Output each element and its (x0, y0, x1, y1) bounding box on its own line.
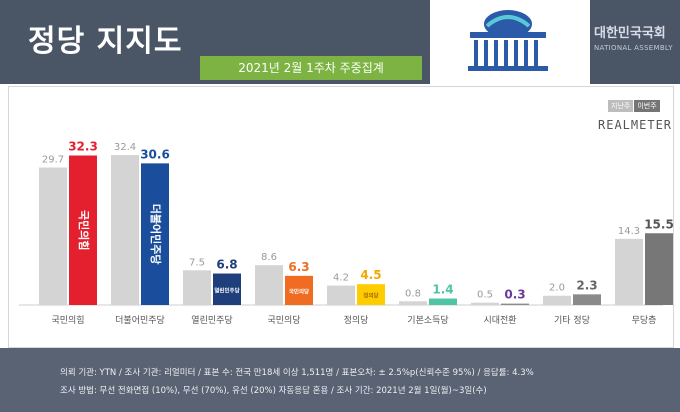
bar-previous-week (471, 302, 499, 305)
data-label-current-week: 2.3 (576, 278, 597, 292)
data-label-previous-week: 32.4 (114, 142, 136, 153)
assembly-building-icon (430, 0, 590, 84)
survey-info-line-1: 의뢰 기관: YTN / 조사 기관: 리얼미터 / 표본 수: 전국 만18세… (60, 368, 534, 378)
data-label-current-week: 4.5 (360, 268, 381, 282)
category-label: 시대전환 (483, 314, 516, 326)
category-label: 국민의당 (267, 315, 300, 326)
data-label-current-week: 32.3 (68, 139, 98, 153)
bar-current-week (357, 284, 385, 305)
category-label: 국민의힘 (51, 315, 84, 326)
data-label-previous-week: 0.5 (477, 290, 493, 301)
data-label-current-week: 0.3 (504, 288, 525, 302)
data-label-current-week: 6.8 (216, 258, 237, 272)
assembly-subtitle: NATIONAL ASSEMBLY (594, 44, 673, 52)
page-title: 정당 지지도 (28, 24, 183, 59)
data-label-previous-week: 14.3 (618, 226, 640, 237)
bar-current-week (645, 233, 673, 305)
category-label: 무당층 (632, 315, 657, 326)
survey-info-line-2: 조사 방법: 무선 전화면접 (10%), 무선 (70%), 유선 (20%)… (60, 386, 487, 396)
data-label-current-week: 15.5 (644, 217, 673, 231)
bar-previous-week (39, 167, 67, 305)
legend-previous-week: 지난주 (608, 100, 634, 112)
survey-period-badge: 2021년 2월 1주차 주중집계 (200, 56, 422, 80)
bar-previous-week (183, 270, 211, 305)
bar-current-week (573, 294, 601, 305)
national-assembly-logo (430, 0, 590, 84)
party-logo-text: 열린민주당 (214, 286, 239, 294)
chart-frame: 29.7 32.3 국민의힘 국민의힘 32.4 30.6 더불어민주당 더불어민주당 7.5 6… (8, 86, 674, 348)
header: 정당 지지도 2021년 2월 1주차 주중집계 대한민국국회 NATIONAL… (0, 0, 680, 84)
bar-current-week (429, 298, 457, 305)
realmeter-brand: REALMETER (598, 118, 673, 132)
data-label-current-week: 30.6 (140, 147, 170, 161)
data-label-current-week: 6.3 (288, 260, 309, 274)
data-label-previous-week: 7.5 (189, 257, 205, 268)
legend-current-week: 이번주 (634, 100, 660, 112)
bar-previous-week (327, 285, 355, 305)
bar-previous-week (111, 155, 139, 305)
bar-current-week (285, 275, 313, 305)
bar-previous-week (543, 295, 571, 305)
bar-current-week (141, 163, 169, 305)
legend: 지난주 이번주 (608, 100, 660, 112)
data-label-current-week: 1.4 (432, 283, 453, 297)
bar-previous-week (615, 238, 643, 305)
party-logo-text: 정의당 (363, 292, 378, 300)
category-label: 정의당 (344, 315, 369, 326)
party-logo-text: 국민의힘 (77, 210, 91, 250)
bar-previous-week (399, 301, 427, 305)
party-logo-text: 국민의당 (289, 287, 309, 295)
category-label: 기타 정당 (554, 315, 590, 326)
data-label-previous-week: 4.2 (333, 273, 349, 284)
bar-current-week (213, 273, 241, 305)
category-label: 열린민주당 (191, 315, 232, 326)
data-label-previous-week: 2.0 (549, 283, 565, 294)
category-label: 더불어민주당 (115, 315, 165, 326)
data-label-previous-week: 0.8 (405, 288, 421, 299)
party-logo-text: 더불어민주당 (149, 204, 163, 265)
bar-current-week (501, 303, 529, 305)
bar-current-week (69, 155, 97, 305)
category-label: 기본소득당 (407, 315, 448, 326)
assembly-name: 대한민국국회 (594, 26, 666, 41)
data-label-previous-week: 29.7 (42, 155, 64, 166)
data-label-previous-week: 8.6 (261, 252, 277, 263)
bar-previous-week (255, 265, 283, 305)
survey-info-footer: 의뢰 기관: YTN / 조사 기관: 리얼미터 / 표본 수: 전국 만18세… (0, 348, 680, 412)
